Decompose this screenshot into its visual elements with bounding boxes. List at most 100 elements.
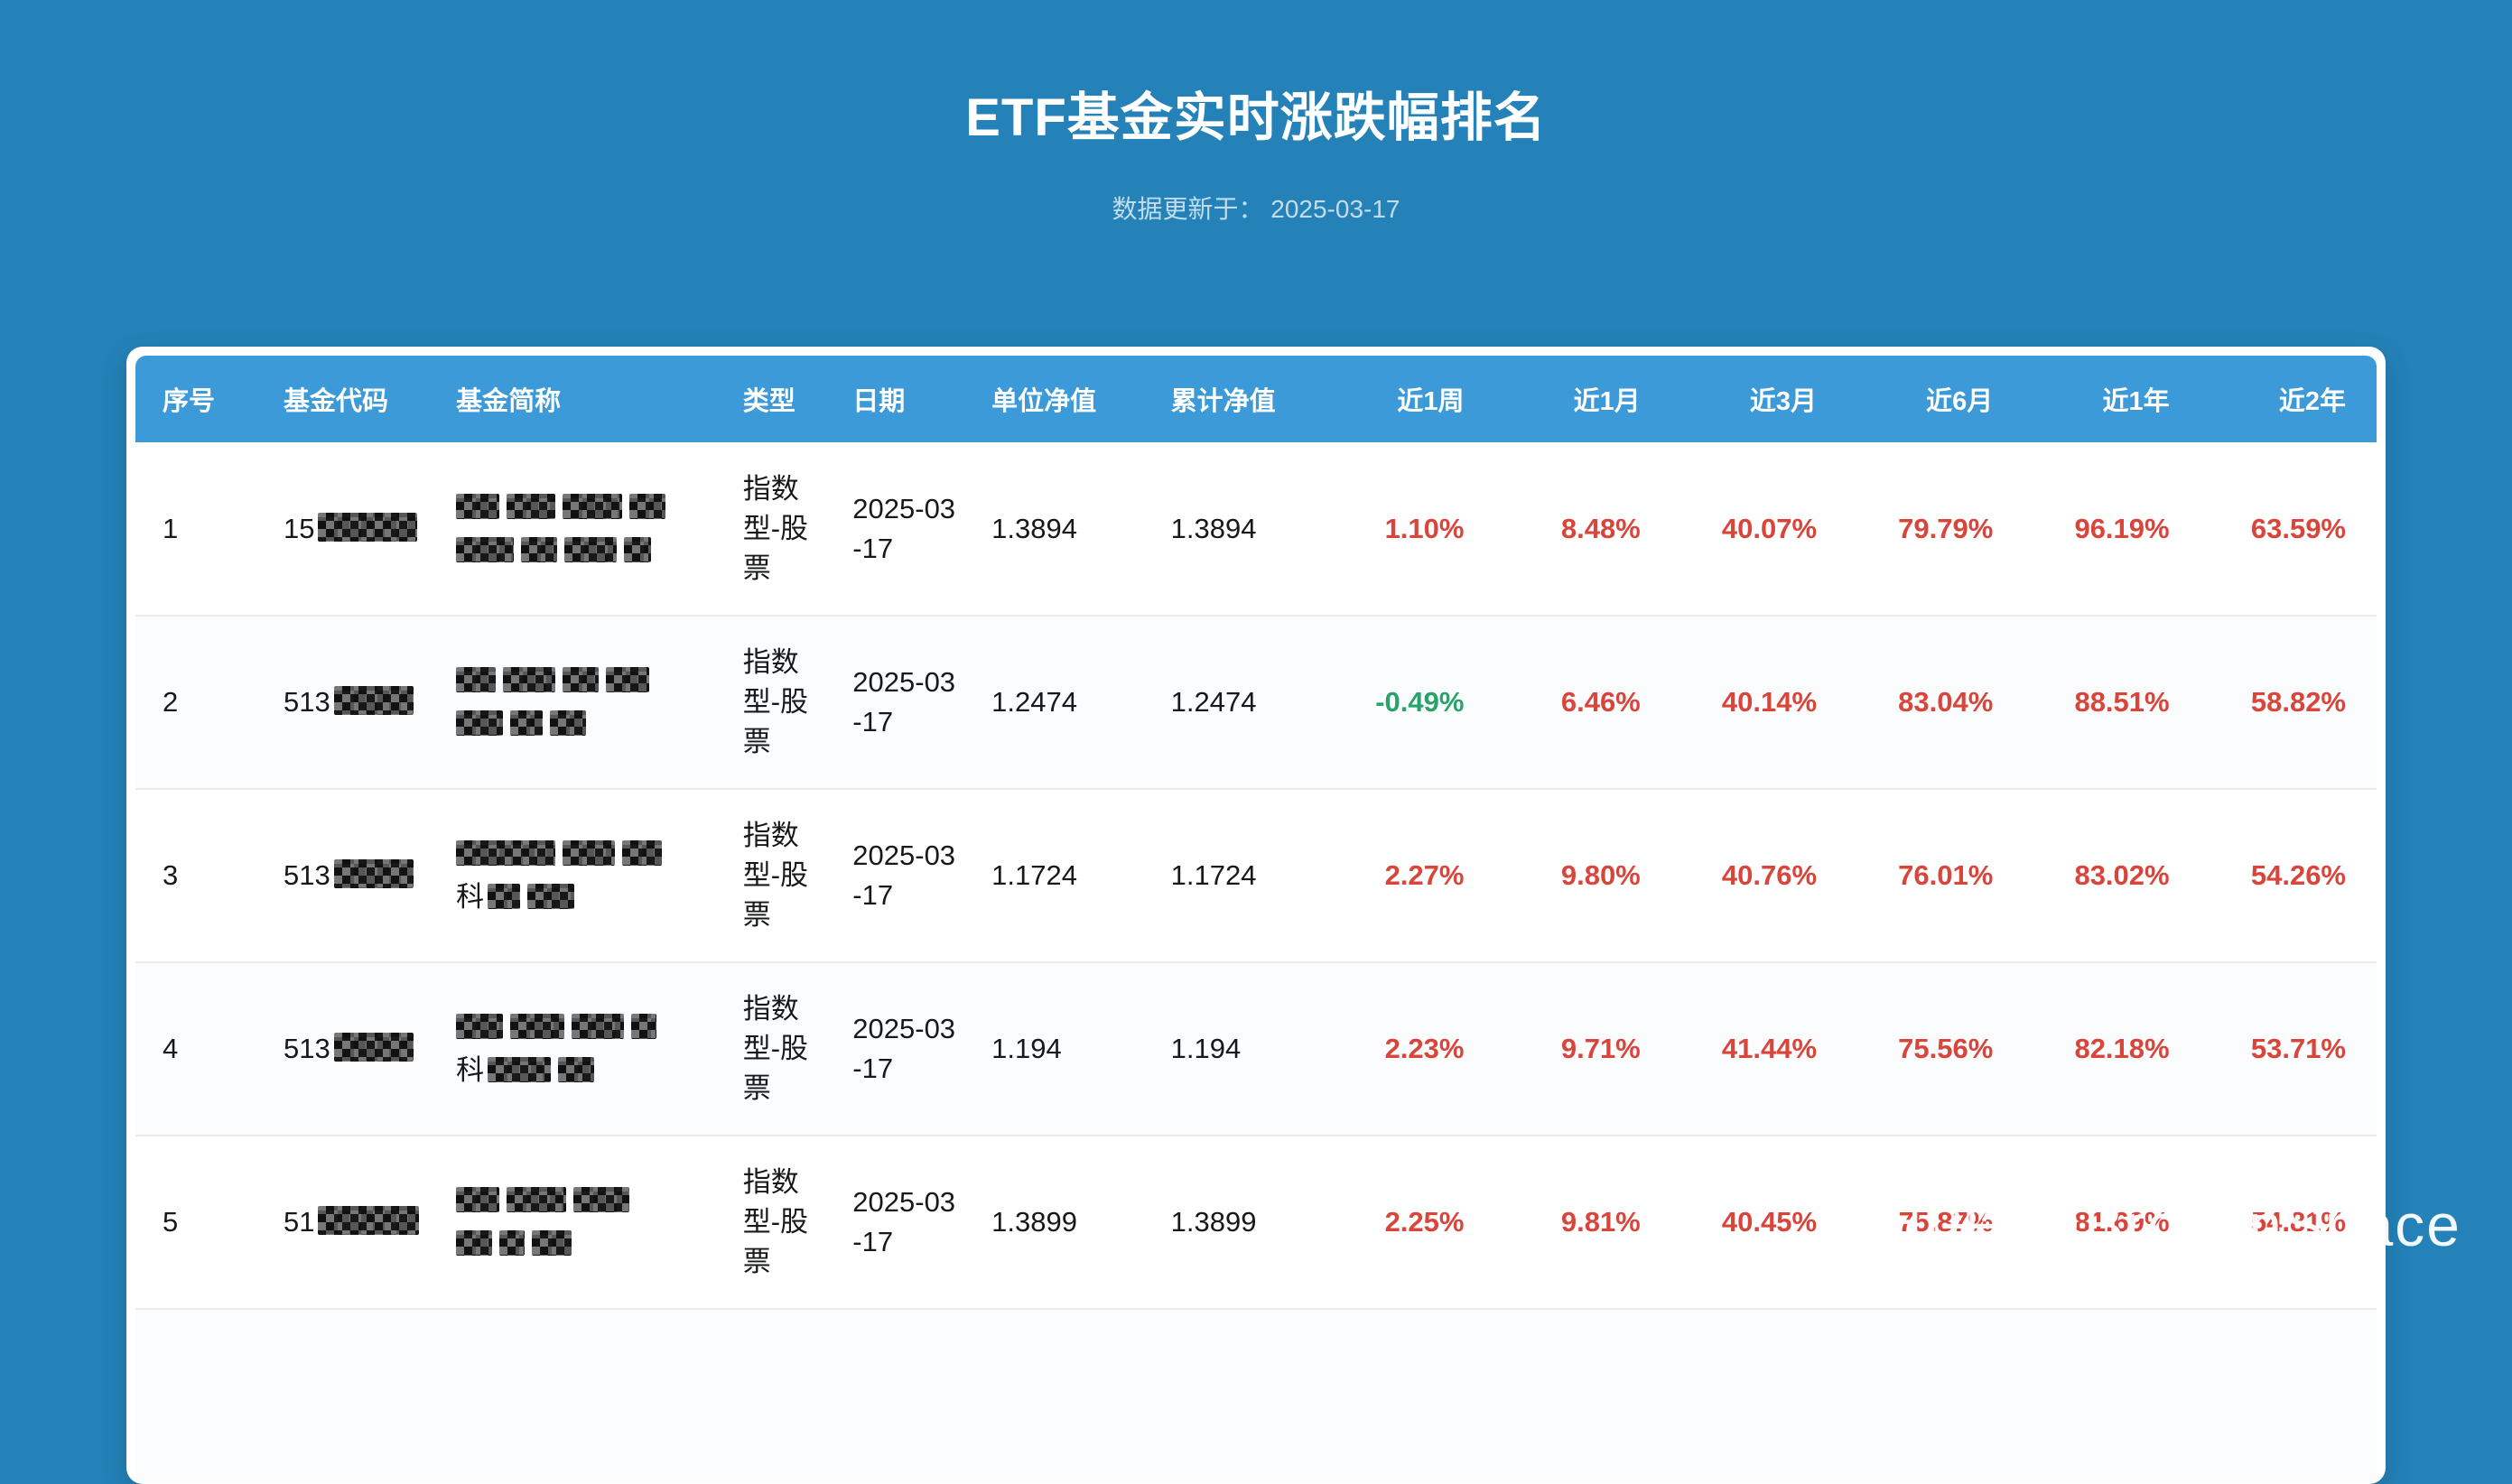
return-cell: 83.04% (1847, 615, 2024, 789)
rank-cell: 2 (135, 615, 256, 789)
redacted-fund-name (563, 840, 616, 866)
fund-code-cell: 513 (256, 961, 430, 1136)
fund-name-line (456, 1222, 716, 1266)
return-cell: 6.46% (1494, 615, 1671, 789)
fund-name-line: 科 (456, 1049, 716, 1092)
type-cell: 指数型-股票 (715, 788, 826, 962)
col-header-date: 日期 (825, 356, 965, 442)
redacted-fund-name (456, 536, 515, 562)
date-cell: 2025-03-17 (825, 615, 965, 789)
redacted-fund-name (606, 667, 650, 692)
col-header-type: 类型 (715, 356, 826, 442)
fund-code-cell: 513 (256, 788, 430, 962)
redacted-fund-code (333, 1033, 414, 1062)
col-header-1y: 近1年 (2024, 356, 2200, 442)
fund-code-cell: 513 (256, 615, 430, 789)
fund-name-line (456, 832, 716, 876)
redacted-fund-name (507, 493, 556, 519)
table-row: 4 513 科 指数型-股票 2025-03-17 1.194 1.194 2.… (135, 961, 2377, 1136)
redacted-fund-name (629, 493, 666, 519)
date-text: 2025-03-17 (852, 1186, 956, 1257)
fund-code-visible: 51 (284, 1206, 315, 1238)
return-cell: 9.81% (1494, 1135, 1671, 1309)
date-cell: 2025-03-17 (825, 788, 965, 962)
date-text: 2025-03-17 (852, 839, 956, 911)
return-cell: 41.44% (1670, 961, 1848, 1136)
return-cell: 2.25% (1318, 1135, 1495, 1309)
return-cell: 79.79% (1898, 512, 1994, 544)
date-text: 2025-03-17 (852, 666, 956, 737)
fund-name-line (456, 529, 716, 572)
date-text: 2025-03-17 (852, 1013, 956, 1084)
col-header-3m: 近3月 (1670, 356, 1848, 442)
return-cell: 2.27% (1318, 788, 1495, 962)
type-cell: 指数型-股票 (715, 961, 826, 1136)
acc-nav-cell: 1.2474 (1143, 615, 1319, 789)
redacted-fund-name (456, 840, 556, 866)
unit-nav-cell: 1.3894 (991, 512, 1077, 544)
return-cell: 40.45% (1670, 1135, 1848, 1309)
fund-name-line: 科 (456, 876, 716, 919)
return-cell: 76.01% (1847, 788, 2024, 962)
redacted-fund-name (456, 710, 504, 736)
type-cell: 指数型-股票 (716, 442, 826, 616)
redacted-fund-name (507, 1187, 567, 1212)
fund-name-cell: 科 (429, 961, 716, 1136)
col-header-1w: 近1周 (1318, 356, 1495, 442)
type-text: 指数型-股票 (742, 646, 809, 757)
table-row: 5 51 指数型-股票 2025-03-17 1.3899 1.3899 2.2… (135, 1135, 2377, 1309)
redacted-fund-name (510, 1014, 565, 1039)
table-card: 序号 基金代码 基金简称 类型 日期 单位净值 累计净值 近1周 近1月 近3月… (126, 347, 2386, 1484)
return-cell: 9.71% (1494, 961, 1671, 1136)
acc-nav-cell: 1.3894 (1170, 512, 1257, 544)
fund-name-visible: 科 (456, 881, 485, 913)
date-text: 2025-03-17 (852, 492, 956, 564)
redacted-fund-name (521, 536, 558, 562)
return-cell: 40.76% (1670, 788, 1848, 962)
type-cell: 指数型-股票 (715, 1135, 826, 1309)
partial-row-cell (135, 1308, 2377, 1482)
redacted-fund-name (550, 710, 587, 736)
table-row: 3 513 科 指数型-股票 2025-03-17 1.1724 1.1724 … (135, 788, 2377, 962)
return-cell: 53.71% (2200, 961, 2377, 1136)
return-cell: -0.49% (1318, 615, 1495, 789)
redacted-fund-name (456, 493, 500, 519)
rank-cell: 3 (135, 788, 256, 962)
col-header-name: 基金简称 (429, 356, 716, 442)
col-header-6m: 近6月 (1847, 356, 2024, 442)
rank-cell: 1 (163, 512, 179, 544)
acc-nav-cell: 1.194 (1143, 961, 1319, 1136)
redacted-fund-name (563, 667, 600, 692)
fund-code-cell: 51 (256, 1135, 430, 1309)
etf-ranking-table: 序号 基金代码 基金简称 类型 日期 单位净值 累计净值 近1周 近1月 近3月… (135, 356, 2377, 1482)
return-cell: 2.23% (1318, 961, 1495, 1136)
fund-name-line (456, 1006, 716, 1049)
redacted-fund-name (624, 536, 652, 562)
fund-name-cell (429, 615, 716, 789)
fund-name-line (456, 659, 716, 702)
acc-nav-cell: 1.3899 (1143, 1135, 1319, 1309)
redacted-fund-name (631, 1014, 657, 1039)
fund-code-visible: 513 (284, 859, 330, 891)
col-header-rank: 序号 (135, 356, 256, 442)
type-text: 指数型-股票 (742, 993, 809, 1104)
unit-nav-cell: 1.1724 (964, 788, 1144, 962)
return-cell: 58.82% (2200, 615, 2377, 789)
fund-name-cell: 科 (429, 788, 716, 962)
unit-nav-cell: 1.2474 (964, 615, 1144, 789)
redacted-fund-name (456, 1014, 504, 1039)
return-cell: 8.48% (1560, 512, 1641, 544)
page: { "page": { "title": "ETF基金实时涨跌幅排名", "up… (126, 88, 2461, 1484)
date-cell: 2025-03-17 (825, 1135, 965, 1309)
redacted-fund-name (456, 1187, 500, 1212)
col-header-nav: 单位净值 (964, 356, 1144, 442)
redacted-fund-name (456, 1230, 493, 1256)
redacted-fund-name (532, 1230, 572, 1256)
redacted-fund-name (622, 840, 663, 866)
return-cell: 75.56% (1847, 961, 2024, 1136)
redacted-fund-name (527, 884, 575, 909)
updated-timestamp: 数据更新于： 2025-03-17 (1112, 195, 1400, 223)
col-header-acc-nav: 累计净值 (1143, 356, 1319, 442)
table-row: 2 513 指数型-股票 2025-03-17 1.2474 1.2474 -0… (135, 615, 2377, 789)
table-row: 1 15 指数型-股票 2025-03-17 1.3894 1.3894 1.1… (135, 442, 2377, 616)
